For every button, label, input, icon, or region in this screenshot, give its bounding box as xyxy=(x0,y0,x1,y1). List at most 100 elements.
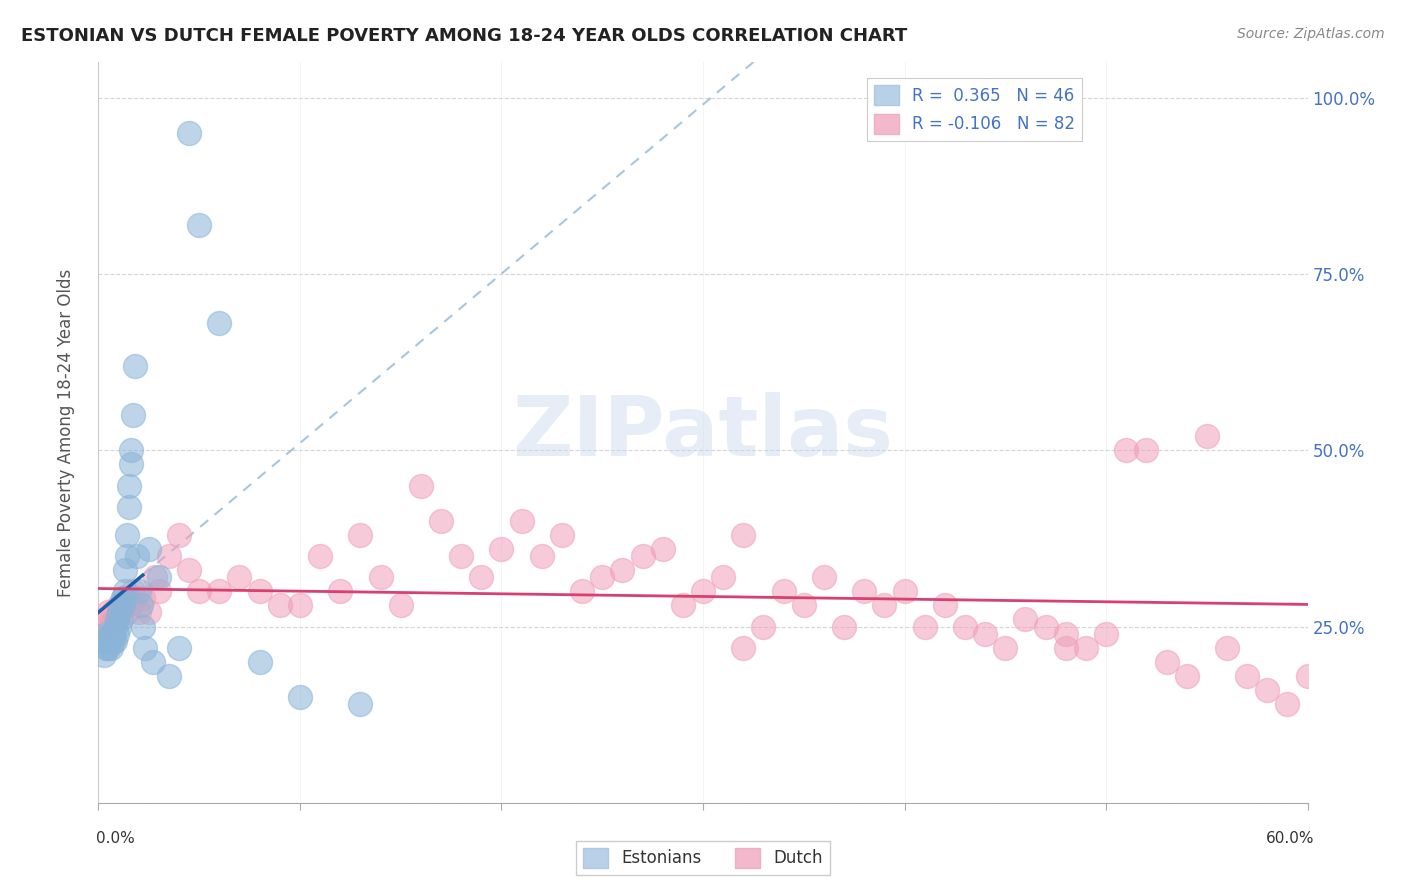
Point xyxy=(1054,640,1077,655)
Text: 0.0%: 0.0% xyxy=(96,831,135,847)
Legend: Estonians, Dutch: Estonians, Dutch xyxy=(576,841,830,875)
Point xyxy=(953,619,976,633)
Point xyxy=(1236,669,1258,683)
Point xyxy=(228,570,250,584)
Point xyxy=(115,528,138,542)
Point xyxy=(115,606,138,620)
Point xyxy=(370,570,392,584)
Point xyxy=(105,612,128,626)
Point xyxy=(111,591,134,606)
Point xyxy=(1156,655,1178,669)
Point xyxy=(1074,640,1097,655)
Point xyxy=(91,633,114,648)
Point xyxy=(591,570,613,584)
Point xyxy=(120,599,142,613)
Point xyxy=(120,458,142,472)
Point xyxy=(1115,443,1137,458)
Point xyxy=(853,584,876,599)
Point xyxy=(128,606,150,620)
Point xyxy=(138,541,160,556)
Point xyxy=(96,626,118,640)
Point xyxy=(793,599,815,613)
Point xyxy=(97,606,120,620)
Point xyxy=(129,599,152,613)
Point xyxy=(110,606,132,620)
Point xyxy=(208,584,231,599)
Point xyxy=(124,591,146,606)
Point xyxy=(142,655,165,669)
Point xyxy=(107,606,129,620)
Point xyxy=(132,619,155,633)
Point xyxy=(1277,697,1299,711)
Point xyxy=(101,626,124,640)
Point xyxy=(105,626,128,640)
Text: ESTONIAN VS DUTCH FEMALE POVERTY AMONG 18-24 YEAR OLDS CORRELATION CHART: ESTONIAN VS DUTCH FEMALE POVERTY AMONG 1… xyxy=(21,27,907,45)
Point xyxy=(132,591,155,606)
Text: 60.0%: 60.0% xyxy=(1267,831,1315,847)
Point xyxy=(692,584,714,599)
Point xyxy=(107,599,129,613)
Point xyxy=(97,633,120,648)
Point xyxy=(134,640,156,655)
Legend: R =  0.365   N = 46, R = -0.106   N = 82: R = 0.365 N = 46, R = -0.106 N = 82 xyxy=(868,78,1081,141)
Point xyxy=(96,619,118,633)
Point xyxy=(349,528,371,542)
Point xyxy=(100,626,122,640)
Point xyxy=(138,606,160,620)
Point xyxy=(672,599,695,613)
Point xyxy=(107,619,129,633)
Point xyxy=(994,640,1017,655)
Point xyxy=(1095,626,1118,640)
Point xyxy=(121,584,143,599)
Point xyxy=(1054,626,1077,640)
Point xyxy=(179,126,201,140)
Point xyxy=(93,648,115,662)
Point xyxy=(893,584,915,599)
Point xyxy=(329,584,352,599)
Point xyxy=(118,591,141,606)
Point xyxy=(651,541,673,556)
Point xyxy=(114,599,136,613)
Point xyxy=(179,563,201,577)
Point xyxy=(409,478,432,492)
Point xyxy=(208,316,231,330)
Point xyxy=(873,599,896,613)
Point xyxy=(1256,683,1278,698)
Point xyxy=(530,549,553,563)
Point xyxy=(148,584,170,599)
Point xyxy=(510,514,533,528)
Point xyxy=(1296,669,1319,683)
Point xyxy=(114,584,136,599)
Point xyxy=(914,619,936,633)
Point xyxy=(157,669,180,683)
Point xyxy=(167,528,190,542)
Point xyxy=(813,570,835,584)
Point xyxy=(120,443,142,458)
Point xyxy=(143,570,166,584)
Point xyxy=(188,584,211,599)
Point xyxy=(111,599,134,613)
Point xyxy=(1216,640,1239,655)
Point xyxy=(128,584,150,599)
Point xyxy=(1175,669,1198,683)
Point xyxy=(111,591,134,606)
Point xyxy=(1035,619,1057,633)
Point xyxy=(269,599,291,613)
Point xyxy=(105,612,128,626)
Point xyxy=(114,563,136,577)
Point xyxy=(1195,429,1218,443)
Point xyxy=(118,500,141,514)
Point xyxy=(121,408,143,422)
Point xyxy=(430,514,453,528)
Point xyxy=(752,619,775,633)
Point xyxy=(96,640,118,655)
Point xyxy=(100,640,122,655)
Point xyxy=(110,612,132,626)
Point xyxy=(288,690,311,704)
Point xyxy=(101,633,124,648)
Point xyxy=(103,633,125,648)
Point xyxy=(97,640,120,655)
Point xyxy=(389,599,412,613)
Point xyxy=(115,549,138,563)
Point xyxy=(124,359,146,373)
